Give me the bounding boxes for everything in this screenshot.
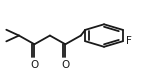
Text: F: F bbox=[126, 36, 132, 46]
Text: O: O bbox=[61, 59, 69, 69]
Text: O: O bbox=[30, 59, 39, 69]
